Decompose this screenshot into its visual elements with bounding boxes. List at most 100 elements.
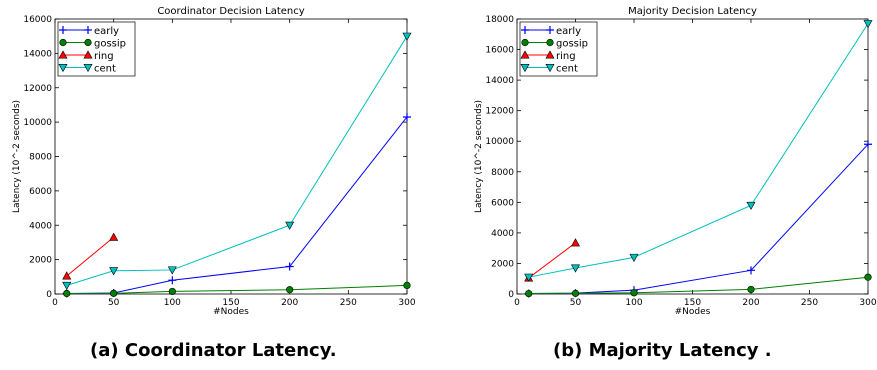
y-tick-label: 6000 xyxy=(491,198,514,208)
y-tick-label: 16000 xyxy=(23,15,52,25)
data-point-cent xyxy=(524,273,534,282)
data-point-cent xyxy=(863,20,873,29)
data-point-gossip xyxy=(525,289,533,298)
chart-title: Majority Decision Latency xyxy=(628,6,757,17)
legend-label: gossip xyxy=(556,39,588,50)
x-tick-label: 50 xyxy=(108,298,120,308)
caption-coordinator-latency: (a) Coordinator Latency. xyxy=(90,340,337,361)
x-axis-label: #Nodes xyxy=(675,307,711,317)
legend-marker xyxy=(520,50,530,59)
x-tick-label: 200 xyxy=(281,298,298,308)
legend-marker xyxy=(58,64,68,73)
data-point-ring xyxy=(109,232,119,241)
legend-marker xyxy=(546,26,554,34)
data-point-ring xyxy=(570,238,581,247)
legend-label: cent xyxy=(94,64,116,75)
data-point-gossip xyxy=(630,289,638,297)
y-tick-label: 8000 xyxy=(491,168,514,178)
legend-marker xyxy=(83,64,93,73)
y-tick-label: 18000 xyxy=(485,15,514,25)
series-line-early xyxy=(66,116,408,294)
legend-label: early xyxy=(94,26,119,37)
legend-label: cent xyxy=(556,64,578,75)
chart-majority: Majority Decision Latency 0 50 100 150 200 250… xyxy=(474,6,877,317)
y-axis-label: Latency (10^-2 seconds) xyxy=(474,100,484,213)
data-point-early xyxy=(403,112,411,121)
y-tick-label: 6000 xyxy=(29,187,52,197)
legend-label: early xyxy=(556,26,581,37)
data-point-early xyxy=(168,276,177,285)
series-line-ring xyxy=(66,236,114,277)
data-point-early xyxy=(285,262,294,271)
x-axis-label: #Nodes xyxy=(213,307,249,317)
data-point-cent xyxy=(402,32,412,41)
data-point-gossip xyxy=(110,289,118,297)
legend-marker xyxy=(521,38,529,47)
data-point-cent xyxy=(629,253,639,262)
data-point-gossip xyxy=(403,281,411,290)
data-point-early xyxy=(864,140,872,149)
legend-label: ring xyxy=(556,51,576,62)
x-tick-label: 200 xyxy=(742,298,759,308)
data-point-gossip xyxy=(571,289,580,297)
data-point-gossip xyxy=(747,285,755,294)
y-tick-label: 8000 xyxy=(29,153,52,163)
caption-majority-latency: (b) Majority Latency . xyxy=(553,340,772,361)
legend-marker xyxy=(545,50,555,59)
data-point-cent xyxy=(746,201,756,211)
legend-marker xyxy=(520,64,530,73)
legend-marker xyxy=(58,50,68,59)
data-point-cent xyxy=(109,267,119,276)
legend-marker xyxy=(546,38,554,47)
data-point-gossip xyxy=(286,286,294,294)
legend-marker xyxy=(59,26,67,34)
legend-marker xyxy=(545,64,555,73)
y-tick-label: 12000 xyxy=(23,84,52,94)
y-tick-label: 0 xyxy=(508,290,514,300)
y-tick-label: 14000 xyxy=(23,49,52,59)
x-tick-label: 300 xyxy=(398,298,415,308)
x-tick-label: 150 xyxy=(222,298,239,308)
y-tick-label: 2000 xyxy=(491,259,514,269)
data-point-gossip xyxy=(864,273,872,281)
x-tick-label: 50 xyxy=(570,298,582,308)
y-axis-label: Latency (10^-2 seconds) xyxy=(12,100,22,213)
x-tick-label: 100 xyxy=(164,298,181,308)
data-point-gossip xyxy=(63,289,71,298)
legend-marker xyxy=(83,50,93,59)
y-tick-label: 10000 xyxy=(485,137,514,147)
x-tick-label: 150 xyxy=(684,298,701,308)
legend-label: ring xyxy=(94,51,114,62)
data-point-cent xyxy=(167,266,177,275)
legend-marker xyxy=(84,26,92,34)
series-line-early xyxy=(528,143,869,295)
y-tick-label: 4000 xyxy=(491,229,514,239)
data-point-cent xyxy=(570,264,581,273)
data-point-cent xyxy=(62,281,72,291)
data-point-gossip xyxy=(168,287,176,296)
y-tick-label: 14000 xyxy=(485,76,514,86)
legend-marker xyxy=(84,38,92,47)
y-tick-label: 16000 xyxy=(485,46,514,56)
data-point-cent xyxy=(285,221,295,230)
x-tick-label: 250 xyxy=(801,298,818,308)
data-point-early xyxy=(747,266,755,275)
x-tick-label: 300 xyxy=(859,298,876,308)
x-tick-label: 0 xyxy=(514,298,520,308)
y-tick-label: 2000 xyxy=(29,256,52,266)
chart-coordinator: Coordinator Decision Latency 0 50 100 150 200… xyxy=(12,6,416,317)
legend-label: gossip xyxy=(94,39,126,50)
data-point-ring xyxy=(62,271,72,280)
series-line-ring xyxy=(528,242,576,279)
y-tick-label: 12000 xyxy=(485,107,514,117)
y-tick-label: 4000 xyxy=(29,221,52,231)
legend-marker xyxy=(59,38,67,47)
y-tick-label: 10000 xyxy=(23,118,52,128)
x-tick-label: 0 xyxy=(52,298,58,308)
x-tick-label: 250 xyxy=(340,298,357,308)
x-tick-label: 100 xyxy=(625,298,642,308)
y-tick-label: 0 xyxy=(46,290,52,300)
chart-title: Coordinator Decision Latency xyxy=(157,6,304,17)
legend-marker xyxy=(521,26,529,34)
